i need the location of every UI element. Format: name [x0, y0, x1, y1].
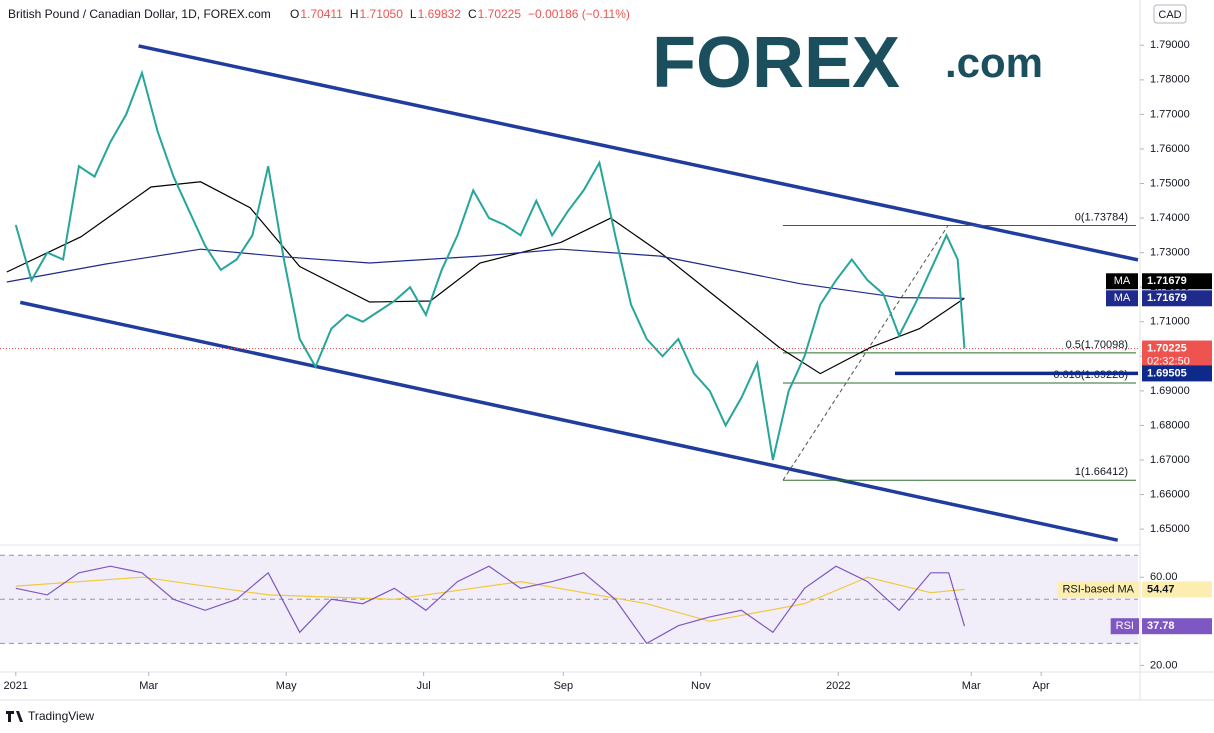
- fib-label: 0.5(1.70098): [1066, 339, 1128, 351]
- ohlc-value: 1.71050: [360, 7, 404, 21]
- y-tick-label: 1.75000: [1150, 177, 1190, 189]
- x-tick-label: Mar: [139, 680, 158, 692]
- header: British Pound / Canadian Dollar, 1D, FOR…: [8, 7, 271, 21]
- ohlc-label: L: [410, 7, 417, 21]
- logo-brand: FOREX: [652, 23, 900, 103]
- fib-label: 0(1.73784): [1075, 211, 1128, 223]
- y-tick-label: 1.77000: [1150, 108, 1190, 120]
- y-tick-label: 20.00: [1150, 659, 1178, 671]
- y-tick-label: 1.78000: [1150, 74, 1190, 86]
- ma-name: MA: [1114, 292, 1131, 304]
- y-tick-label: 1.73000: [1150, 247, 1190, 259]
- series-line: [15, 576, 965, 622]
- y-tick-label: 1.76000: [1150, 143, 1190, 155]
- y-tick-label: 1.65000: [1150, 523, 1190, 535]
- ma-name-box: [1106, 273, 1138, 290]
- price-label-box: [1142, 340, 1212, 369]
- rsi-value-box: [1142, 581, 1212, 598]
- logo-suffix: .com: [945, 39, 1043, 86]
- countdown: 02:32:50: [1147, 355, 1190, 367]
- ma-name: MA: [1114, 275, 1131, 287]
- currency: CAD: [1158, 9, 1181, 21]
- ma-name-box: [1106, 290, 1138, 307]
- x-tick-label: Apr: [1033, 680, 1050, 692]
- ma-value-box: [1142, 290, 1212, 307]
- x-tick-label: Mar: [962, 680, 981, 692]
- rsi-name: RSI: [1116, 620, 1134, 632]
- footer-logo: [6, 711, 23, 722]
- x-tick-label: 2021: [4, 680, 28, 692]
- fib-trend: [782, 225, 949, 481]
- series-line: [15, 565, 966, 645]
- ohlc-label: H: [350, 7, 359, 21]
- footer-brand: TradingView: [28, 709, 94, 723]
- y-tick-label: 1.67000: [1150, 454, 1190, 466]
- y-tick-label: 60.00: [1150, 571, 1178, 583]
- rsi-name-box: [1057, 581, 1139, 598]
- y-tick-label: 1.69000: [1150, 385, 1190, 397]
- y-tick-label: 1.68000: [1150, 419, 1190, 431]
- fib-label: 1(1.66412): [1075, 466, 1128, 478]
- support-label: 1.69505: [1147, 367, 1187, 379]
- x-tick-label: Jul: [417, 680, 431, 692]
- y-tick-label: 1.74000: [1150, 212, 1190, 224]
- ohlc-label: C: [468, 7, 477, 21]
- rsi-value-box: [1142, 618, 1212, 635]
- currency-box[interactable]: [1153, 4, 1187, 24]
- rsi-value: 37.78: [1147, 620, 1175, 632]
- rsi-value: 54.47: [1147, 583, 1175, 595]
- ohlc-value: 1.70411: [300, 7, 343, 21]
- trendline: [19, 300, 1119, 542]
- x-tick-label: Sep: [554, 680, 574, 692]
- ohlc-value: 1.70225: [478, 7, 522, 21]
- series-line: [6, 248, 965, 299]
- symbol: British Pound / Canadian Dollar, 1D, FOR…: [8, 7, 271, 21]
- series-line: [14, 69, 966, 461]
- x-tick-label: May: [276, 680, 297, 692]
- ma-value: 1.71679: [1147, 292, 1187, 304]
- x-tick-label: 2022: [826, 680, 850, 692]
- ohlc-label: O: [290, 7, 299, 21]
- rsi-name-box: [1110, 618, 1139, 635]
- rsi-name: RSI-based MA: [1062, 583, 1134, 595]
- y-tick-label: 1.66000: [1150, 488, 1190, 500]
- change: −0.00186 (−0.11%): [528, 7, 630, 21]
- ma-value: 1.71679: [1147, 275, 1187, 287]
- support-label-box: [1142, 365, 1212, 382]
- trendline: [138, 44, 1139, 262]
- ma-value-box: [1142, 273, 1212, 290]
- y-tick-label: 1.79000: [1150, 39, 1190, 51]
- y-tick-label: 1.71000: [1150, 316, 1190, 328]
- ohlc-value: 1.69832: [418, 7, 462, 21]
- x-tick-label: Nov: [691, 680, 711, 692]
- price-label: 1.70225: [1147, 342, 1187, 354]
